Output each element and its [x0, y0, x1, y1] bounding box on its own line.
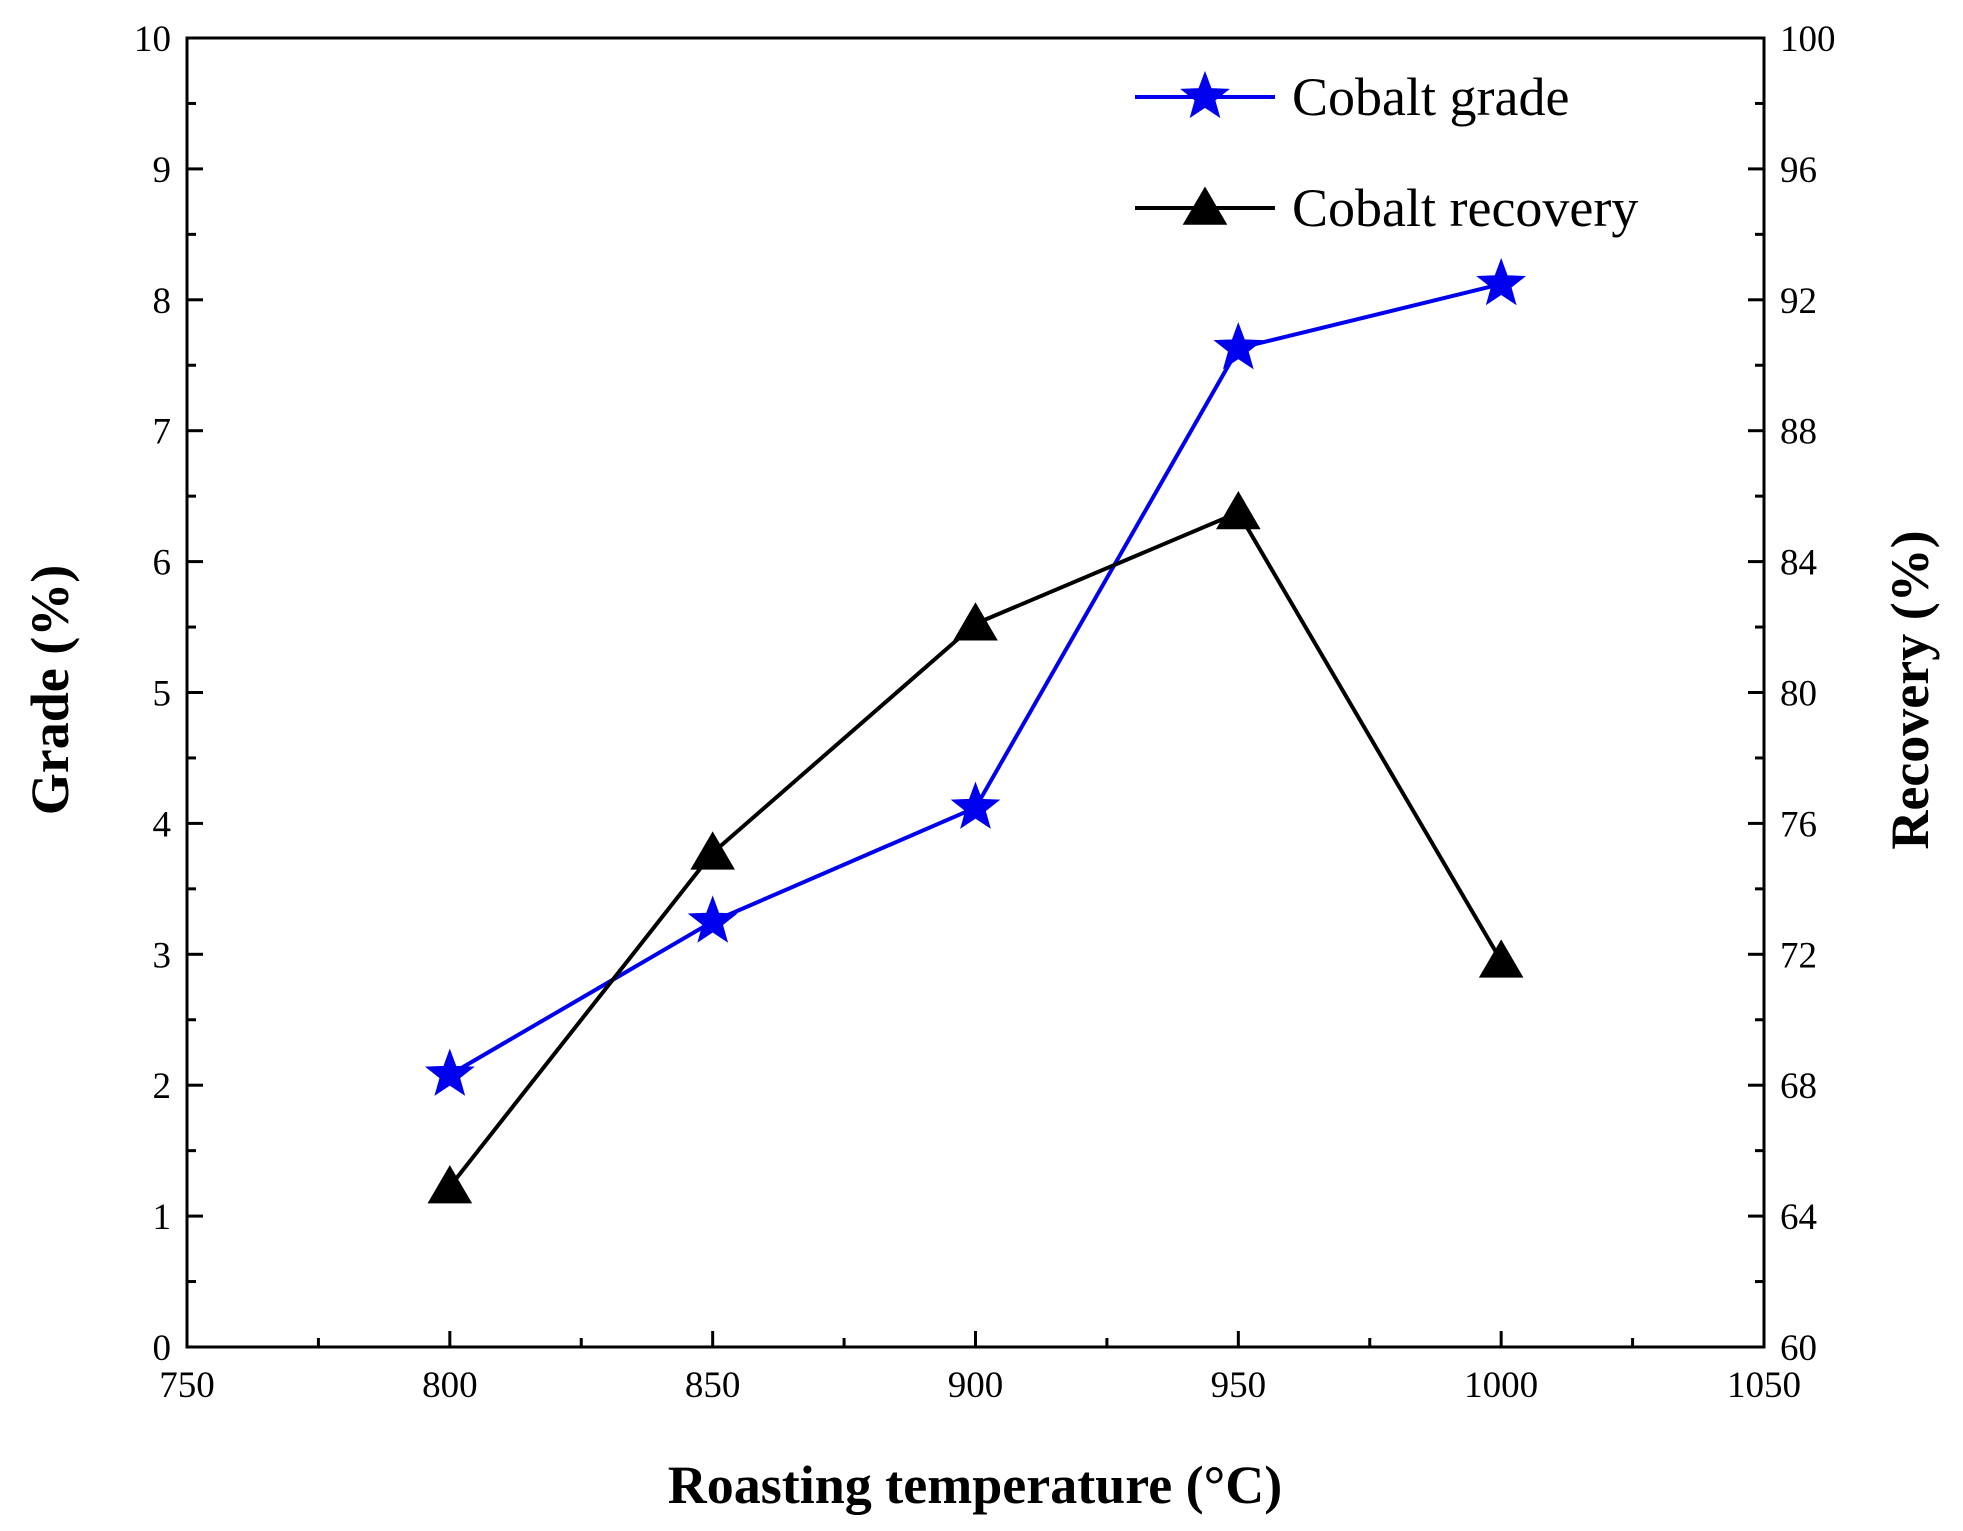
y-left-axis-title: Grade (%)	[20, 565, 80, 815]
x-tick-label: 750	[159, 1365, 215, 1406]
series-cobalt-grade	[424, 257, 1527, 1096]
y-left-tick-label: 1	[153, 1197, 172, 1238]
data-point-star	[950, 781, 1001, 829]
x-tick-label: 800	[422, 1365, 478, 1406]
legend-label: Cobalt recovery	[1292, 178, 1638, 238]
series-line	[448, 282, 1502, 1077]
x-tick-label: 950	[1211, 1365, 1267, 1406]
series-cobalt-recovery	[427, 491, 1524, 1204]
y-left-tick-label: 6	[153, 543, 172, 584]
y-left-tick-label: 4	[153, 804, 172, 845]
legend-triangle-marker	[1182, 186, 1228, 225]
y-right-tick-label: 76	[1780, 804, 1817, 845]
x-tick-label: 1050	[1727, 1365, 1801, 1406]
y-right-tick-label: 64	[1780, 1197, 1817, 1238]
data-point-triangle	[427, 1165, 473, 1204]
data-point-star	[424, 1048, 475, 1096]
data-point-triangle	[690, 831, 735, 870]
y-right-tick-label: 92	[1780, 281, 1817, 322]
y-left-tick-label: 10	[134, 19, 171, 60]
y-right-axis-title: Recovery (%)	[1880, 530, 1940, 849]
data-point-star	[1213, 322, 1264, 370]
y-left-tick-label: 2	[153, 1066, 172, 1107]
y-left-tick-label: 3	[153, 935, 172, 976]
y-left-tick-label: 8	[153, 281, 172, 322]
x-axis-title: Roasting temperature (°C)	[668, 1455, 1282, 1515]
y-right-tick-label: 68	[1780, 1066, 1817, 1107]
x-tick-label: 900	[948, 1365, 1004, 1406]
y-left-tick-label: 9	[153, 150, 172, 191]
legend-item: Cobalt recovery	[1135, 178, 1638, 238]
legend-item: Cobalt grade	[1135, 67, 1569, 127]
y-right-tick-label: 72	[1780, 935, 1817, 976]
series	[424, 257, 1527, 1204]
data-point-star	[1476, 257, 1527, 306]
data-point-triangle	[953, 602, 998, 641]
y-right-tick-label: 100	[1780, 19, 1836, 60]
legend: Cobalt grade Cobalt recovery	[1135, 67, 1638, 238]
x-tick-label: 850	[685, 1365, 741, 1406]
y-right-tick-label: 96	[1780, 150, 1817, 191]
y-left-tick-label: 5	[153, 674, 172, 715]
data-point-triangle	[1478, 939, 1524, 978]
y-right-tick-label: 60	[1780, 1328, 1817, 1369]
y-left-tick-label: 7	[153, 412, 172, 453]
data-point-star	[687, 895, 738, 943]
x-tick-label: 1000	[1464, 1365, 1538, 1406]
data-point-triangle	[1216, 491, 1261, 530]
y-right-tick-label: 80	[1780, 674, 1817, 715]
tick-marks	[185, 36, 1766, 1349]
y-left-tick-label: 0	[153, 1328, 172, 1369]
tick-labels: 750 800 850 900 950 1000 1050 0 1 2 3 4 5 6 7 8 9 10 60 64 6…	[134, 19, 1836, 1406]
legend-star-marker	[1180, 70, 1230, 119]
y-right-tick-label: 88	[1780, 412, 1817, 453]
legend-label: Cobalt grade	[1292, 67, 1569, 127]
y-right-tick-label: 84	[1780, 543, 1817, 584]
